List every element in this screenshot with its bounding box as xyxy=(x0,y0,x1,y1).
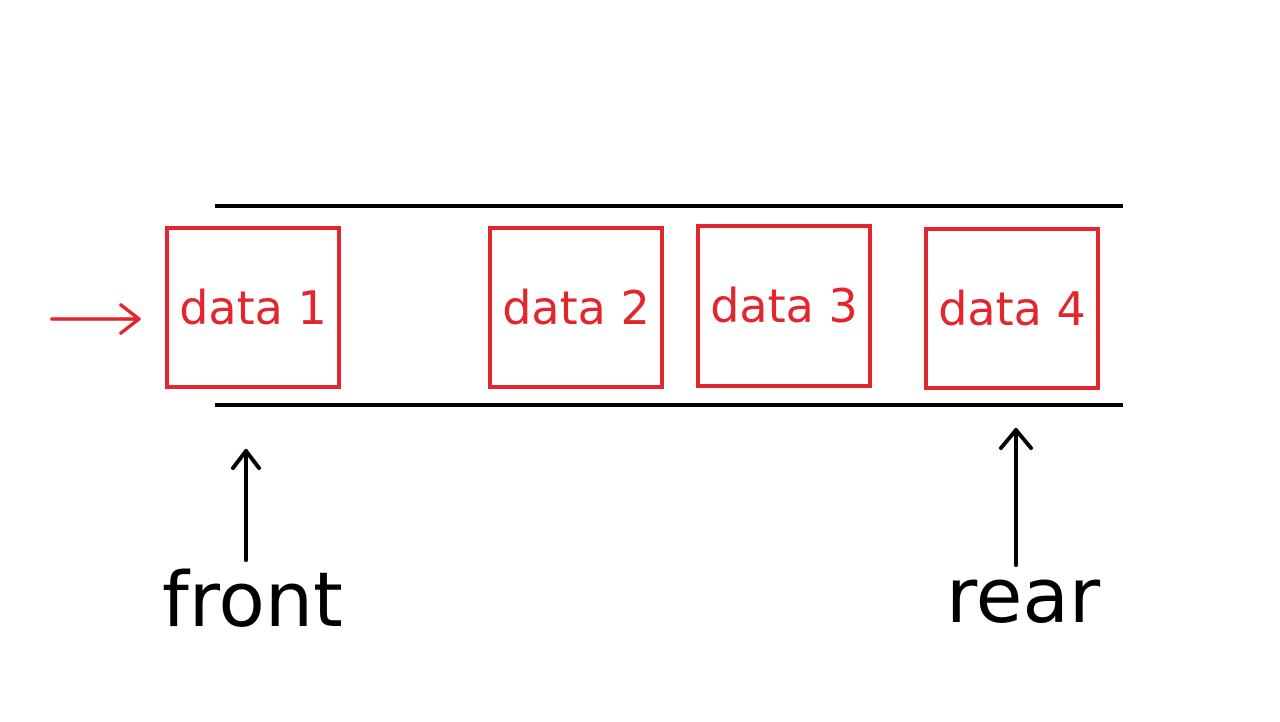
queue-cell-label: data 1 xyxy=(179,280,327,335)
queue-cell-label: data 2 xyxy=(502,280,650,335)
queue-bottom-border xyxy=(215,403,1123,407)
rear-label: rear xyxy=(946,551,1101,640)
queue-top-border xyxy=(215,204,1123,208)
rear-pointer-arrow-icon xyxy=(999,428,1033,567)
queue-cell-label: data 3 xyxy=(710,279,858,333)
enqueue-arrow-icon xyxy=(50,303,141,335)
queue-cell-3: data 3 xyxy=(696,224,872,388)
queue-cell-1: data 1 xyxy=(165,226,341,389)
queue-cell-2: data 2 xyxy=(488,226,664,389)
front-pointer-arrow-icon xyxy=(231,449,261,562)
queue-cell-label: data 4 xyxy=(938,281,1086,336)
front-label: front xyxy=(162,555,343,644)
queue-cell-4: data 4 xyxy=(924,227,1100,390)
